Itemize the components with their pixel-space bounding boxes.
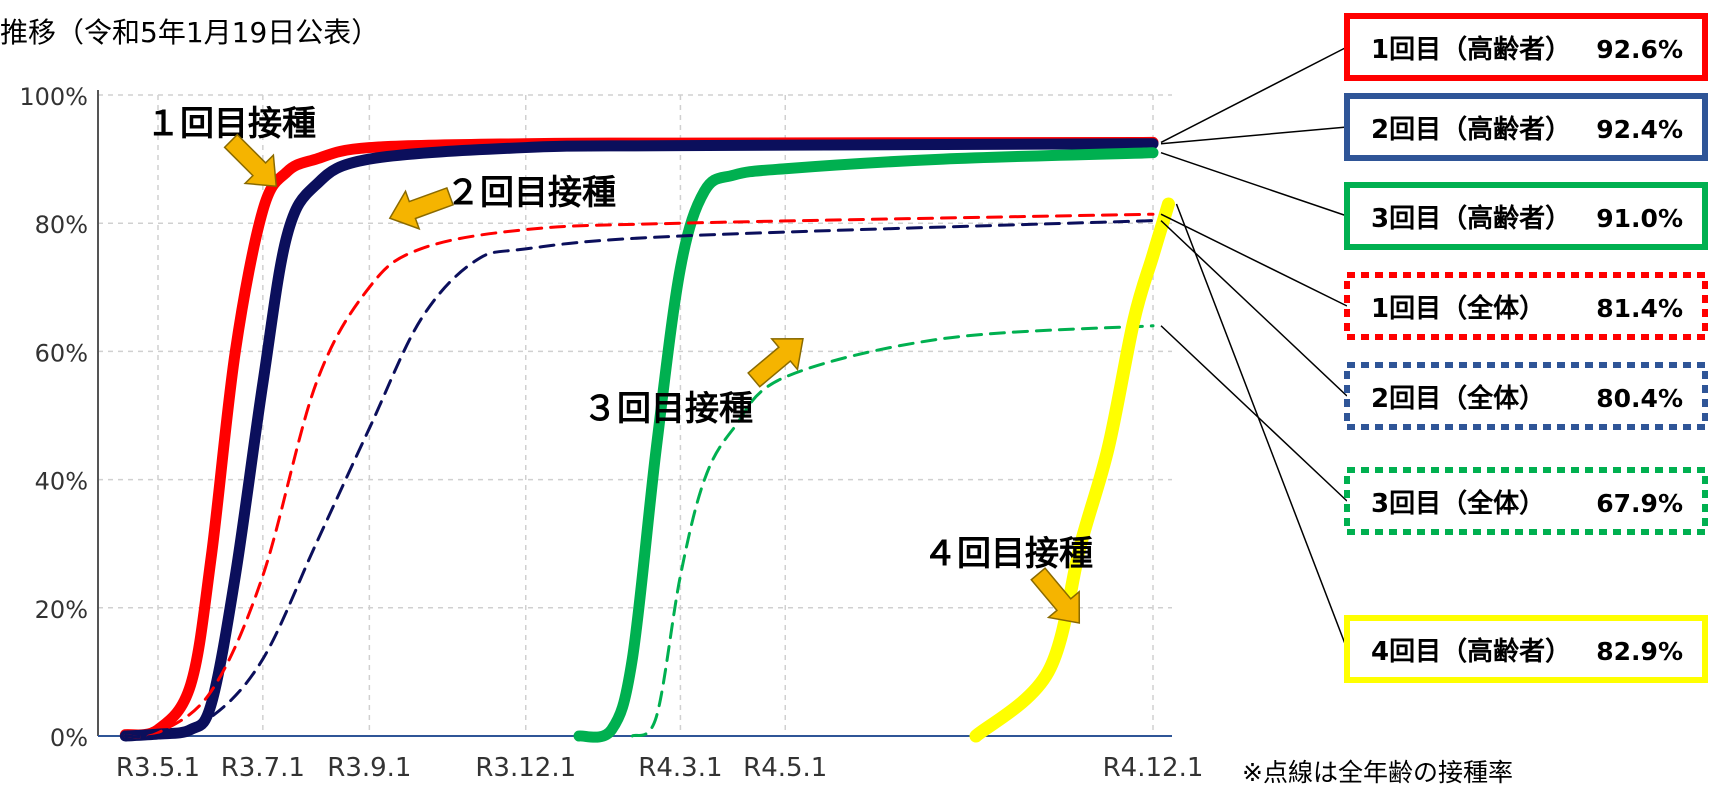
x-tick-label: R4.3.1 — [638, 753, 722, 783]
leader-line — [1160, 46, 1348, 144]
series-line-dose1_all — [123, 212, 1155, 739]
legend-value: 91.0% — [1596, 204, 1683, 233]
y-tick-label: 80% — [35, 211, 88, 239]
annotation-dose4: ４回目接種 — [923, 534, 1093, 574]
annotation-dose3: ３回目接種 — [583, 389, 753, 429]
annotation-arrow — [1030, 567, 1081, 624]
annotation-dose2: ２回目接種 — [446, 173, 616, 213]
legend-item-dose2_all: 2回目（全体） 80.4% — [1160, 220, 1708, 430]
y-tick-label: 100% — [19, 83, 88, 111]
legend-box — [1344, 13, 1708, 81]
annotations: １回目接種 ２回目接種 ３回目接種 ４回目接種 — [146, 104, 1093, 624]
legend-box — [1344, 467, 1708, 535]
x-tick-label: R4.12.1 — [1103, 753, 1204, 783]
legend-name: 1回目（全体） — [1371, 293, 1545, 324]
series-line-dose3_senior — [573, 147, 1159, 743]
legend-item-dose1_all: 1回目（全体） 81.4% — [1160, 213, 1708, 340]
leader-line — [1160, 126, 1348, 145]
x-tick-label: R4.5.1 — [743, 753, 827, 783]
legend-item-dose3_senior: 3回目（高齢者） 91.0% — [1160, 151, 1708, 250]
series-layer — [119, 136, 1175, 743]
y-tick-label: 60% — [35, 339, 88, 367]
series-line-dose2_senior — [119, 138, 1159, 742]
series-line-dose4_senior — [969, 197, 1175, 743]
leader-line — [1160, 213, 1348, 307]
legend-box — [1344, 615, 1708, 683]
grid — [98, 94, 1172, 736]
annotation-arrow — [388, 186, 454, 231]
legend-box — [1344, 362, 1708, 430]
x-tick-label: R3.9.1 — [327, 753, 411, 783]
legend-box — [1344, 272, 1708, 340]
legend-value: 81.4% — [1596, 294, 1683, 323]
legend-item-dose3_all: 3回目（全体） 67.9% — [1160, 325, 1708, 535]
legend-value: 67.9% — [1596, 489, 1683, 518]
leader-line — [1175, 203, 1348, 650]
annotation-dose1: １回目接種 — [146, 104, 316, 144]
footnote: ※点線は全年齢の接種率 — [1242, 758, 1513, 787]
legend-name: 3回目（全体） — [1371, 488, 1545, 519]
chart-title: 推移（令和5年1月19日公表） — [0, 16, 379, 49]
annotation-arrow — [223, 133, 278, 188]
annotation-arrow — [747, 337, 804, 388]
legend-name: 2回目（全体） — [1371, 383, 1545, 414]
legend-box — [1344, 93, 1708, 161]
y-tick-label: 20% — [35, 596, 88, 624]
legend-item-dose1_senior: 1回目（高齢者） 92.6% — [1160, 13, 1708, 144]
legend-box — [1344, 182, 1708, 250]
leader-line — [1160, 151, 1348, 217]
legend: 1回目（高齢者） 92.6%2回目（高齢者） 92.4%3回目（高齢者） 91.0%1… — [1160, 13, 1708, 683]
legend-value: 92.6% — [1596, 35, 1683, 64]
x-tick-label: R3.7.1 — [221, 753, 305, 783]
x-tick-label: R3.5.1 — [116, 753, 200, 783]
legend-value: 82.9% — [1596, 637, 1683, 666]
legend-name: 2回目（高齢者） — [1371, 114, 1571, 145]
x-tick-label: R3.12.1 — [475, 753, 576, 783]
legend-name: 3回目（高齢者） — [1371, 203, 1571, 234]
y-tick-label: 0% — [50, 724, 88, 752]
leader-line — [1160, 220, 1348, 397]
legend-item-dose2_senior: 2回目（高齢者） 92.4% — [1160, 93, 1708, 161]
legend-value: 80.4% — [1596, 384, 1683, 413]
legend-value: 92.4% — [1596, 115, 1683, 144]
y-tick-label: 40% — [35, 468, 88, 496]
series-line-dose2_all — [123, 219, 1155, 739]
leader-line — [1160, 325, 1348, 502]
legend-item-dose4_senior: 4回目（高齢者） 82.9% — [1175, 203, 1708, 683]
legend-name: 1回目（高齢者） — [1371, 34, 1571, 65]
legend-name: 4回目（高齢者） — [1371, 636, 1571, 667]
series-line-dose3_all — [630, 324, 1155, 738]
